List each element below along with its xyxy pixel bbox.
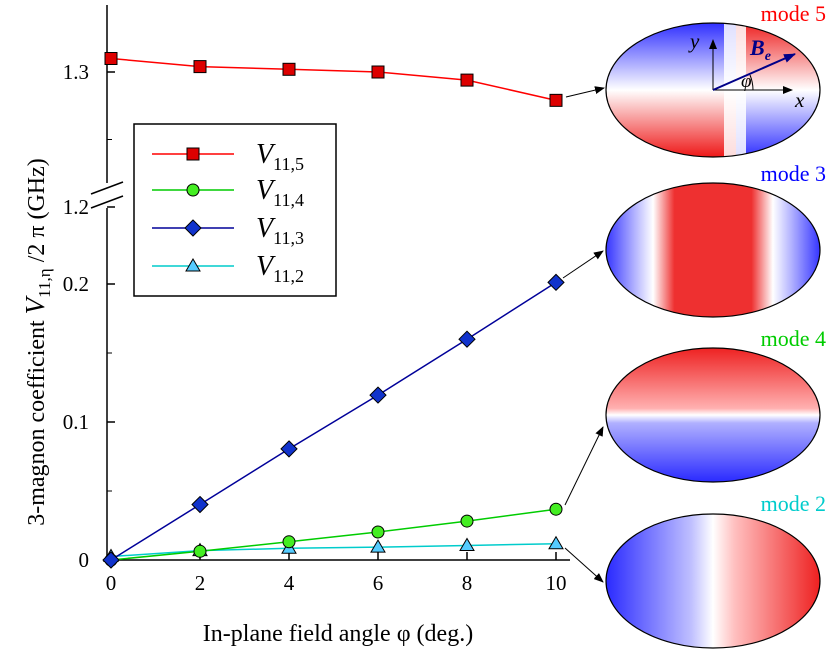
inset-mode2-title: mode 2 [761, 491, 826, 516]
arrow-to-mode4 [564, 426, 604, 506]
series-V11,5 [104, 52, 563, 107]
inset-mode3-title: mode 3 [761, 161, 826, 186]
legend-item-V11,5: V11,5 [152, 139, 304, 174]
data-point-V11,3 [458, 330, 476, 348]
data-point-V11,4 [460, 514, 474, 528]
legend-marker [184, 219, 202, 237]
series-line-V11,3 [110, 281, 557, 561]
data-point-V11,5 [549, 93, 563, 107]
data-point-V11,5 [104, 52, 118, 65]
x-tick-label: 4 [284, 571, 295, 595]
data-point-V11,2 [370, 539, 386, 553]
legend-label: V11,4 [256, 175, 304, 210]
plot-series [102, 52, 565, 569]
series-line-V11,4 [110, 508, 557, 561]
data-point-V11,5 [282, 62, 296, 76]
y-axis-label-prefix: 3-magnon coefficient [24, 314, 50, 525]
inset-mode2: mode 2 [605, 491, 826, 649]
legend-item-V11,2: V11,2 [152, 251, 304, 286]
field-label: Be [749, 35, 771, 64]
legend-box [133, 123, 337, 297]
series-line-V11,5 [110, 57, 557, 102]
data-point-V11,3 [102, 551, 120, 569]
arrow-to-mode3 [562, 250, 604, 279]
inset-mode5-title: mode 5 [761, 1, 826, 26]
x-axis-label: In-plane field angle φ (deg.) [203, 621, 473, 647]
x-tick-label: 0 [106, 571, 117, 595]
inset-y-label: y [688, 29, 700, 53]
data-point-V11,5 [371, 65, 385, 79]
y-axis-label-suffix: /2 π (GHz) [24, 158, 50, 268]
inset-mode3-ellipse [605, 182, 821, 318]
series-line-V11,2 [110, 542, 557, 558]
inset-mode3: mode 3 [605, 161, 826, 318]
angle-label: φ [741, 71, 752, 92]
data-point-V11,4 [193, 544, 207, 558]
legend-item-V11,4: V11,4 [152, 175, 304, 210]
inset-coordinate-axes [709, 39, 796, 94]
data-point-V11,5 [460, 73, 474, 87]
x-tick-label: 2 [195, 571, 206, 595]
y-tick-label: 0.2 [63, 272, 89, 296]
axis-break-mark-1 [90, 181, 124, 195]
y-axis-label-symbol: V [20, 294, 50, 314]
field-label-sub: e [765, 49, 771, 64]
legend-marker [186, 183, 200, 197]
legend-item-V11,3: V11,3 [152, 213, 304, 248]
y-tick-label: 1.2 [63, 195, 89, 219]
y-axis-label-subscript: 11,η [35, 268, 54, 298]
legend-label: V11,5 [256, 139, 304, 174]
legend-marker [185, 258, 201, 272]
inset-mode4: mode 4 [605, 326, 826, 483]
y-tick-label: 1.3 [63, 60, 89, 84]
series-V11,4 [104, 502, 563, 567]
data-point-V11,4 [549, 502, 563, 516]
legend-label: V11,3 [256, 213, 304, 248]
data-point-V11,4 [371, 525, 385, 539]
arrow-to-mode2 [564, 547, 604, 583]
legend-label: V11,2 [256, 251, 304, 286]
series-V11,2 [103, 535, 564, 563]
x-tick-label: 6 [373, 571, 384, 595]
legend-marker [186, 147, 200, 161]
inset-mode2-ellipse [605, 513, 821, 649]
axes [90, 5, 570, 561]
field-vector [712, 53, 796, 91]
field-label-main: B [749, 35, 765, 60]
x-axis-label-text: In-plane field angle φ (deg.) [203, 621, 473, 647]
angle-arc [749, 74, 754, 91]
pointer-arrows [562, 86, 605, 583]
inset-mode4-ellipse [605, 347, 821, 483]
data-point-V11,3 [191, 495, 209, 514]
x-tick-label: 10 [546, 571, 567, 595]
y-tick-label: 0 [79, 548, 90, 572]
inset-mode4-title: mode 4 [761, 326, 826, 351]
x-tick-label: 8 [462, 571, 473, 595]
axis-break-mark-2 [90, 195, 124, 209]
inset-mode5-outline [605, 22, 821, 158]
data-point-V11,2 [548, 535, 564, 550]
y-tick-label: 0.1 [63, 410, 89, 434]
inset-mode5: mode 5 y x Be φ [605, 1, 826, 158]
y-ticks: 0 0.1 0.2 1.2 1.3 [63, 60, 115, 572]
x-ticks: 0 2 4 6 8 10 [106, 552, 567, 595]
y-axis-label: 3-magnon coefficient V11,η /2 π (GHz) [20, 158, 54, 526]
data-point-V11,3 [280, 440, 298, 458]
arrow-to-mode5 [565, 86, 605, 98]
data-point-V11,3 [369, 386, 387, 404]
data-point-V11,4 [282, 535, 296, 549]
data-point-V11,2 [459, 537, 475, 552]
data-point-V11,3 [547, 273, 565, 292]
series-V11,3 [102, 273, 565, 569]
inset-x-label: x [794, 88, 805, 112]
data-point-V11,5 [193, 60, 207, 74]
